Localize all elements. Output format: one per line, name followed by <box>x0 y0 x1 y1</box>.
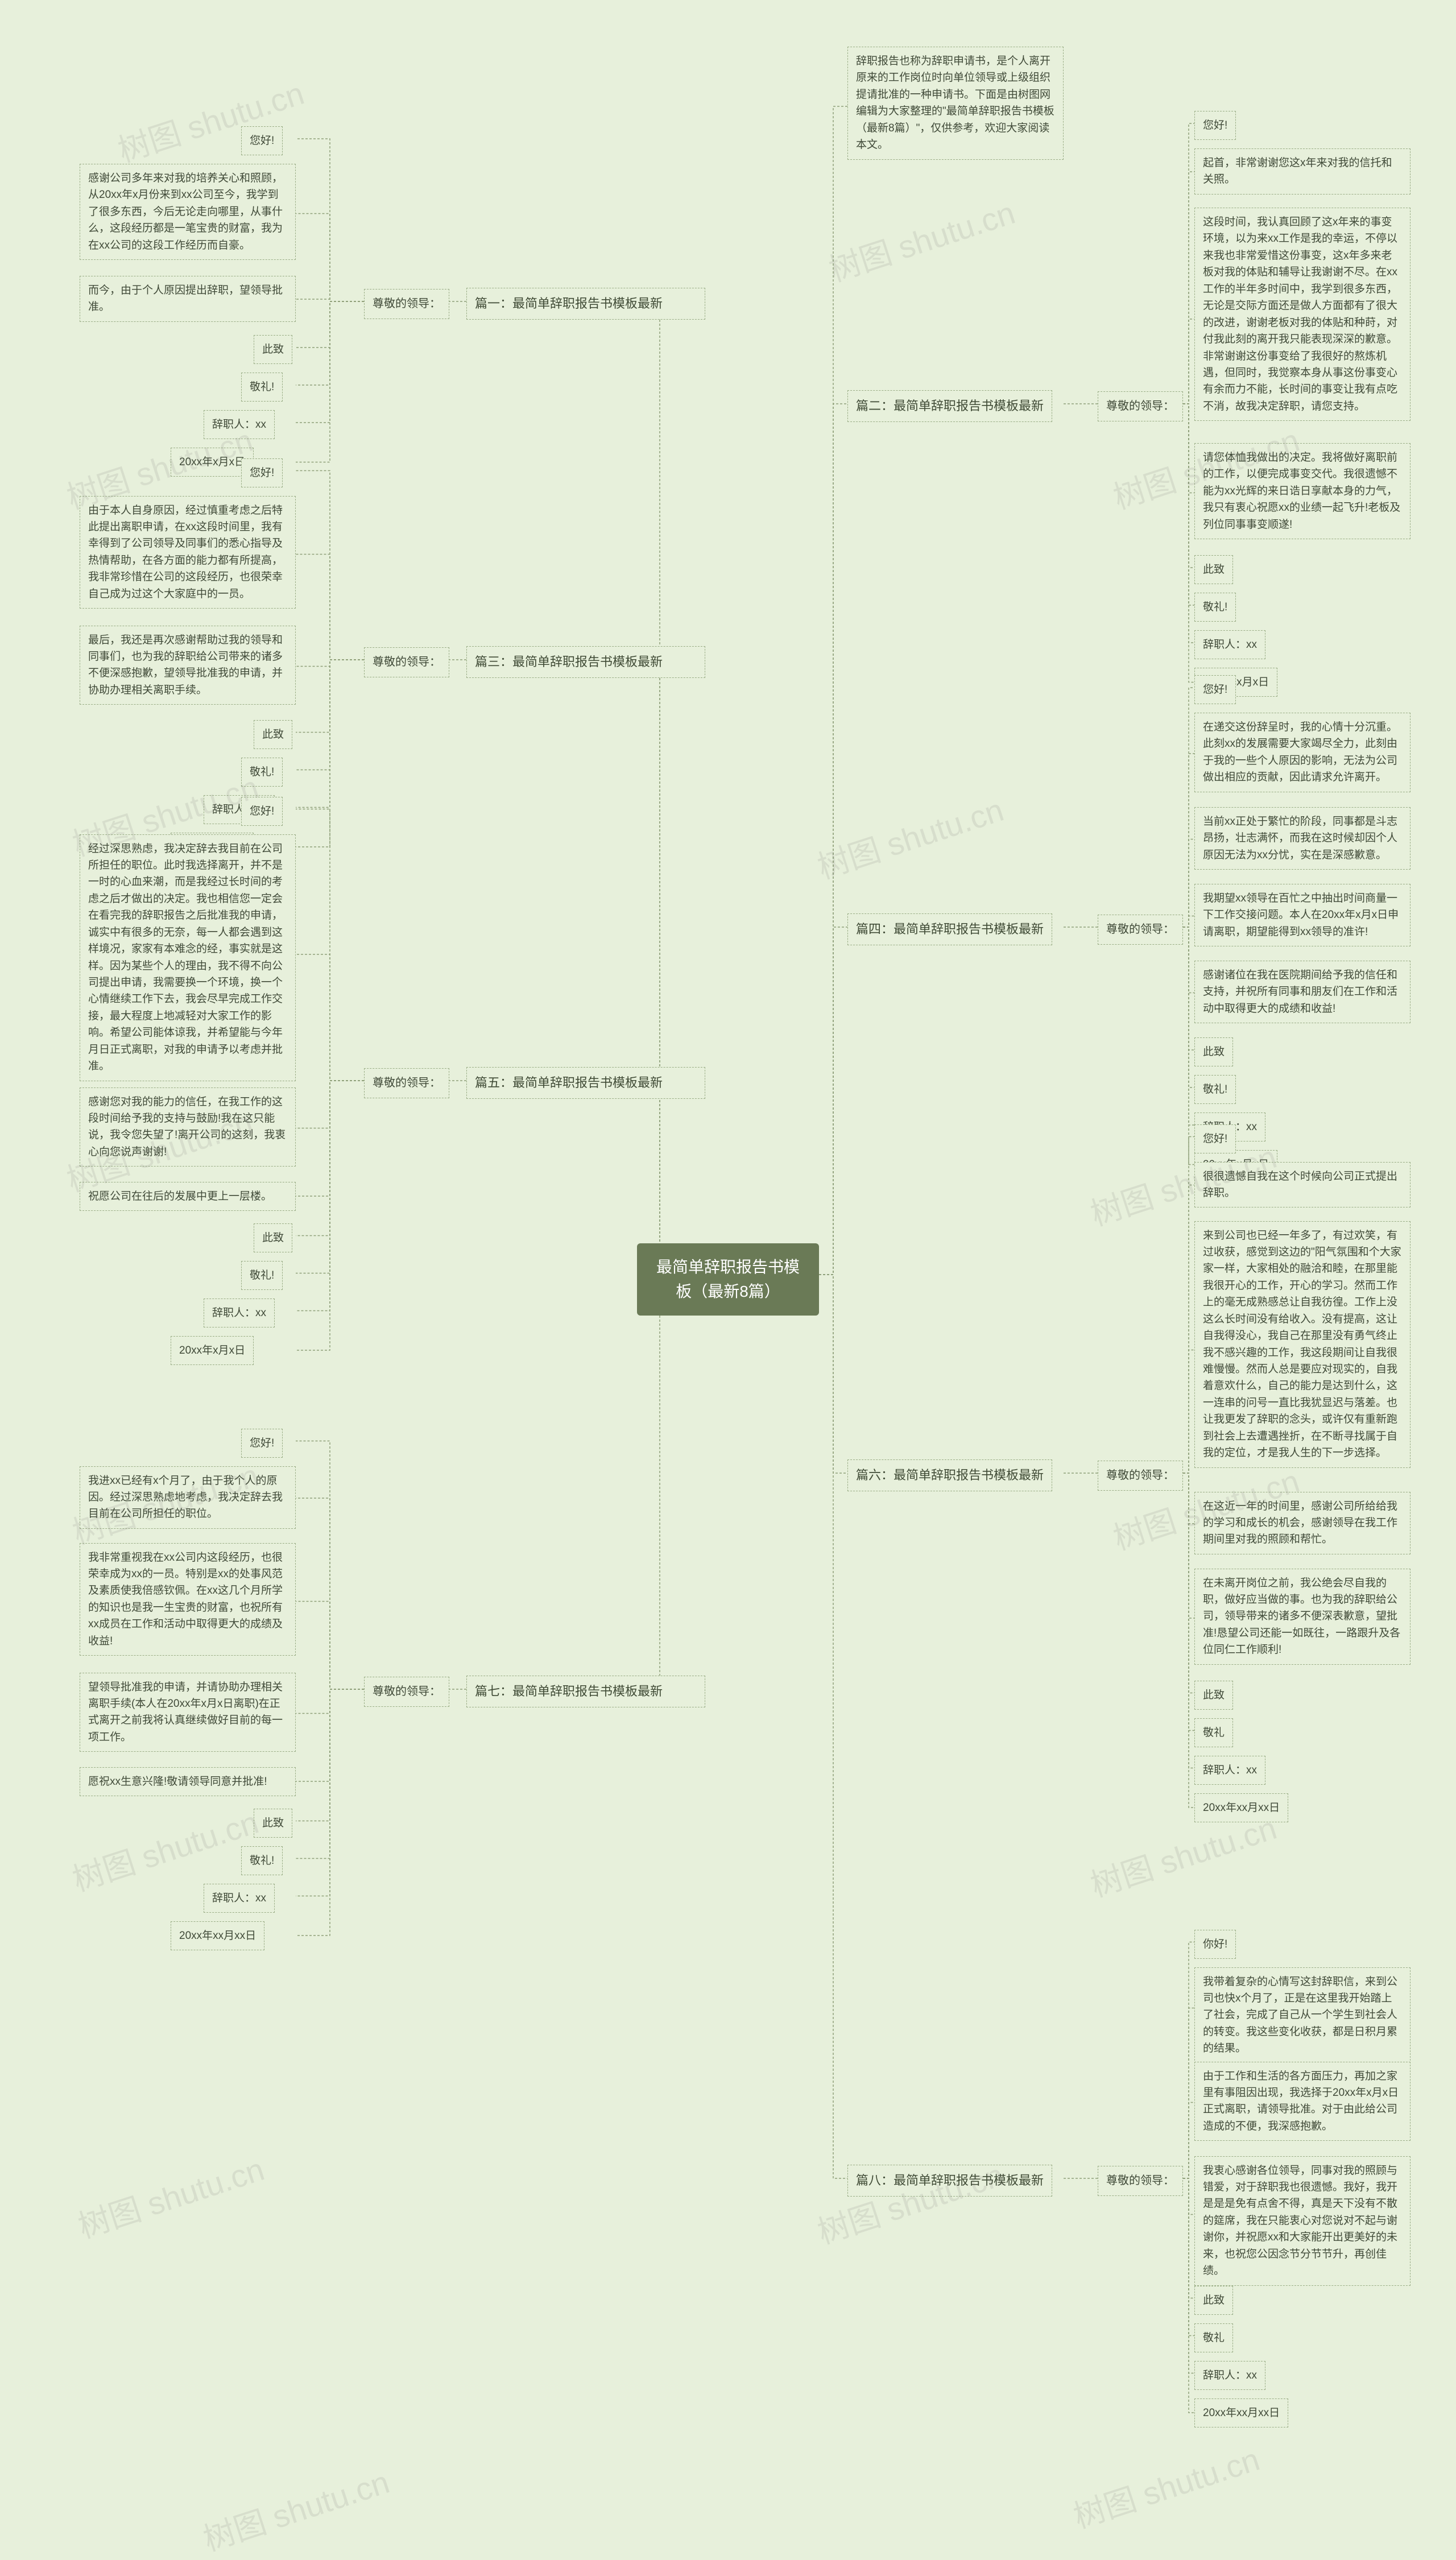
leaf-text: 当前xx正处于繁忙的阶段，同事都是斗志昂扬，壮志满怀，而我在这时候却因个人原因无… <box>1194 807 1410 870</box>
leaf-text: 此致 <box>1194 1681 1233 1710</box>
salutation: 尊敬的领导： <box>364 289 449 319</box>
leaf-text: 而今，由于个人原因提出辞职，望领导批准。 <box>80 276 296 322</box>
leaf-text: 这段时间，我认真回顾了这x年来的事变环境，以为来xx工作是我的幸运，不停以来我也… <box>1194 208 1410 421</box>
intro-leaf: 辞职报告也称为辞职申请书，是个人离开原来的工作岗位时向单位领导或上级组织提请批准… <box>847 47 1064 160</box>
leaf-text: 很很遗憾自我在这个时候向公司正式提出辞职。 <box>1194 1162 1410 1208</box>
chapter-title: 篇八：最简单辞职报告书模板最新 <box>847 2165 1052 2197</box>
leaf-text: 20xx年xx月xx日 <box>1194 1793 1288 1822</box>
leaf-text: 此致 <box>254 1809 292 1838</box>
chapter-title: 篇二：最简单辞职报告书模板最新 <box>847 390 1052 422</box>
watermark: 树图 shutu.cn <box>811 785 1009 888</box>
leaf-text: 您好! <box>1194 111 1236 140</box>
chapter-title: 篇五：最简单辞职报告书模板最新 <box>466 1067 705 1099</box>
leaf-text: 辞职人：xx <box>1194 2361 1265 2390</box>
leaf-text: 我进xx已经有x个月了，由于我个人的原因。经过深思熟虑地考虑，我决定辞去我目前在… <box>80 1466 296 1529</box>
leaf-text: 在递交这份辞呈时，我的心情十分沉重。此刻xx的发展需要大家竭尽全力，此刻由于我的… <box>1194 713 1410 792</box>
leaf-text: 经过深思熟虑，我决定辞去我目前在公司所担任的职位。此时我选择离开，并不是一时的心… <box>80 834 296 1081</box>
leaf-text: 由于工作和生活的各方面压力，再加之家里有事阻因出现，我选择于20xx年x月x日正… <box>1194 2062 1410 2141</box>
leaf-text: 敬礼! <box>241 758 283 787</box>
leaf-text: 您好! <box>241 458 283 487</box>
leaf-text: 望领导批准我的申请，并请协助办理相关离职手续(本人在20xx年x月x日离职)在正… <box>80 1673 296 1752</box>
leaf-text: 20xx年xx月xx日 <box>171 1921 264 1950</box>
leaf-text: 由于本人自身原因，经过慎重考虑之后特此提出离职申请，在xx这段时间里，我有幸得到… <box>80 496 296 609</box>
leaf-text: 敬礼! <box>241 1261 283 1290</box>
leaf-text: 感谢公司多年来对我的培养关心和照顾，从20xx年x月份来到xx公司至今，我学到了… <box>80 164 296 260</box>
watermark: 树图 shutu.cn <box>822 188 1020 291</box>
leaf-text: 辞职人：xx <box>1194 1756 1265 1785</box>
leaf-text: 辞职人：xx <box>204 410 275 439</box>
leaf-text: 您好! <box>1194 1124 1236 1153</box>
leaf-text: 敬礼! <box>241 1846 283 1875</box>
leaf-text: 愿祝xx生意兴隆!敬请领导同意并批准! <box>80 1767 296 1796</box>
leaf-text: 此致 <box>1194 2286 1233 2315</box>
leaf-text: 此致 <box>254 720 292 749</box>
leaf-text: 辞职人：xx <box>204 1884 275 1913</box>
chapter-title: 篇一：最简单辞职报告书模板最新 <box>466 288 705 320</box>
salutation: 尊敬的领导： <box>364 647 449 677</box>
watermark: 树图 shutu.cn <box>197 2457 395 2560</box>
leaf-text: 此致 <box>254 1223 292 1252</box>
leaf-text: 来到公司也已经一年多了，有过欢笑，有过收获，感觉到这边的"阳气氛围和个大家家一样… <box>1194 1221 1410 1468</box>
leaf-text: 感谢诸位在我在医院期间给予我的信任和支持，并祝所有同事和朋友们在工作和活动中取得… <box>1194 961 1410 1023</box>
leaf-text: 在这近一年的时间里，感谢公司所给给我的学习和成长的机会，感谢领导在我工作期间里对… <box>1194 1492 1410 1554</box>
watermark: 树图 shutu.cn <box>72 2144 270 2248</box>
leaf-text: 我带着复杂的心情写这封辞职信，来到公司也快x个月了，正是在这里我开始踏上了社会，… <box>1194 1967 1410 2063</box>
leaf-text: 20xx年xx月xx日 <box>1194 2398 1288 2427</box>
leaf-text: 此致 <box>1194 1037 1233 1066</box>
salutation: 尊敬的领导： <box>364 1068 449 1098</box>
watermark: 树图 shutu.cn <box>1067 2434 1265 2538</box>
leaf-text: 我非常重视我在xx公司内这段经历，也很荣幸成为xx的一员。特别是xx的处事风范及… <box>80 1543 296 1656</box>
leaf-text: 祝愿公司在往后的发展中更上一层楼。 <box>80 1182 296 1211</box>
leaf-text: 敬礼! <box>1194 593 1236 622</box>
leaf-text: 敬礼! <box>241 373 283 402</box>
leaf-text: 我衷心感谢各位领导，同事对我的照顾与错爱，对于辞职我也很遗憾。我好，我开是是是免… <box>1194 2156 1410 2286</box>
leaf-text: 敬礼 <box>1194 2323 1233 2352</box>
leaf-text: 感谢您对我的能力的信任，在我工作的这段时间给予我的支持与鼓励!我在这只能说，我令… <box>80 1087 296 1167</box>
chapter-title: 篇七：最简单辞职报告书模板最新 <box>466 1676 705 1707</box>
leaf-text: 您好! <box>241 1429 283 1458</box>
leaf-text: 在未离开岗位之前，我公绝会尽自我的职，做好应当做的事。也为我的辞职给公司，领导带… <box>1194 1569 1410 1665</box>
salutation: 尊敬的领导： <box>1098 915 1183 945</box>
central-node: 最简单辞职报告书模板（最新8篇） <box>637 1243 819 1316</box>
leaf-text: 我期望xx领导在百忙之中抽出时间商量一下工作交接问题。本人在20xx年x月x日申… <box>1194 884 1410 946</box>
salutation: 尊敬的领导： <box>364 1677 449 1707</box>
leaf-text: 您好! <box>1194 675 1236 704</box>
salutation: 尊敬的领导： <box>1098 391 1183 421</box>
leaf-text: 您好! <box>241 126 283 155</box>
chapter-title: 篇三：最简单辞职报告书模板最新 <box>466 646 705 678</box>
leaf-text: 辞职人：xx <box>204 1298 275 1327</box>
leaf-text: 起首，非常谢谢您这x年来对我的信托和关照。 <box>1194 148 1410 195</box>
salutation: 尊敬的领导： <box>1098 2166 1183 2196</box>
leaf-text: 辞职人：xx <box>1194 630 1265 659</box>
leaf-text: 此致 <box>1194 555 1233 584</box>
leaf-text: 此致 <box>254 335 292 364</box>
leaf-text: 你好! <box>1194 1930 1236 1959</box>
leaf-text: 敬礼! <box>1194 1075 1236 1104</box>
salutation: 尊敬的领导： <box>1098 1461 1183 1491</box>
chapter-title: 篇六：最简单辞职报告书模板最新 <box>847 1459 1052 1491</box>
leaf-text: 20xx年x月x日 <box>171 1336 254 1365</box>
leaf-text: 请您体恤我做出的决定。我将做好离职前的工作，以便完成事变交代。我很遗憾不能为xx… <box>1194 443 1410 539</box>
chapter-title: 篇四：最简单辞职报告书模板最新 <box>847 913 1052 945</box>
leaf-text: 最后，我还是再次感谢帮助过我的领导和同事们，也为我的辞职给公司带来的诸多不便深感… <box>80 626 296 705</box>
watermark: 树图 shutu.cn <box>111 68 309 172</box>
leaf-text: 您好! <box>241 797 283 826</box>
leaf-text: 敬礼 <box>1194 1718 1233 1747</box>
